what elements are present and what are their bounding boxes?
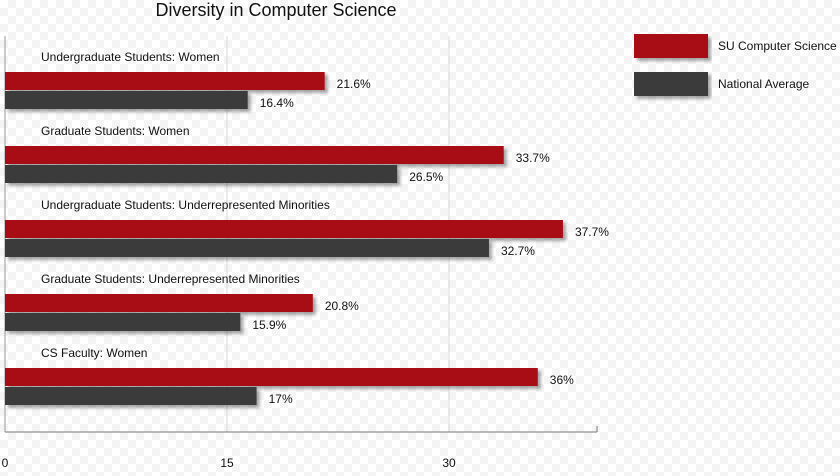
legend-label: National Average: [718, 77, 810, 91]
legend-label: SU Computer Science: [718, 39, 837, 53]
category-label: Graduate Students: Women: [41, 124, 190, 138]
bar: [5, 368, 538, 386]
value-label: 17%: [269, 392, 293, 406]
bar: [5, 146, 504, 164]
bar: [5, 294, 313, 312]
bar: [5, 387, 257, 405]
bar: [5, 220, 563, 238]
value-label: 37.7%: [575, 225, 609, 239]
chart-title: Diversity in Computer Science: [155, 0, 396, 20]
bar: [5, 239, 489, 257]
value-label: 15.9%: [252, 318, 286, 332]
value-label: 21.6%: [337, 77, 371, 91]
category-label: Undergraduate Students: Underrepresented…: [41, 198, 330, 212]
category-label: Undergraduate Students: Women: [41, 50, 220, 64]
value-label: 16.4%: [260, 96, 294, 110]
x-tick-label: 15: [220, 456, 234, 470]
value-label: 20.8%: [325, 299, 359, 313]
value-label: 26.5%: [409, 170, 443, 184]
value-label: 32.7%: [501, 244, 535, 258]
value-label: 33.7%: [516, 151, 550, 165]
value-label: 36%: [550, 373, 574, 387]
bar: [5, 165, 398, 183]
bar: [5, 91, 248, 109]
x-tick-label: 30: [442, 456, 456, 470]
legend-swatch: [634, 72, 708, 96]
bar: [5, 313, 241, 331]
legend-swatch: [634, 34, 708, 58]
x-tick-label: 0: [2, 456, 9, 470]
category-label: CS Faculty: Women: [41, 346, 147, 360]
bar: [5, 72, 325, 90]
category-label: Graduate Students: Underrepresented Mino…: [41, 272, 300, 286]
